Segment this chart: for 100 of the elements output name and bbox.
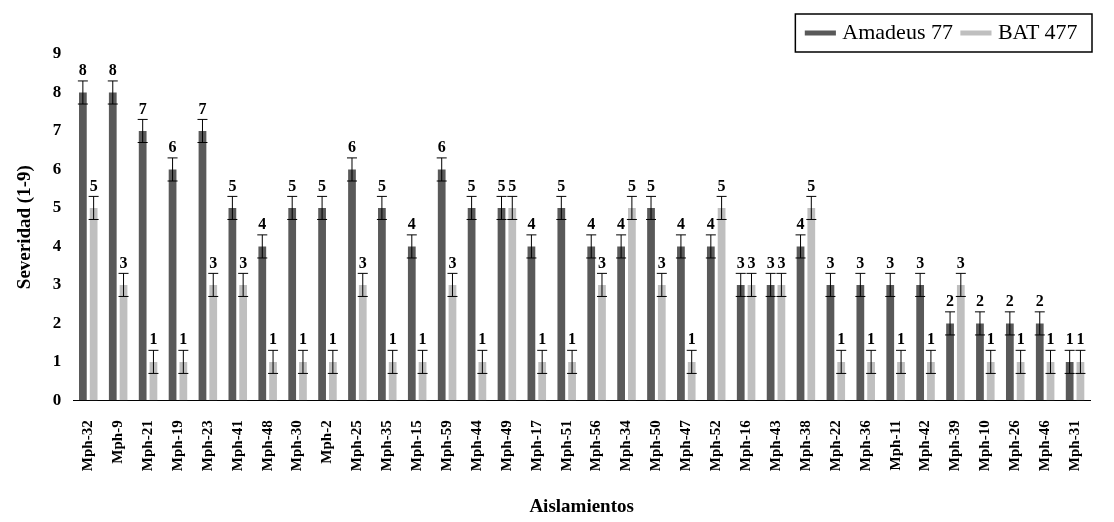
x-tick-label: Mph-46 <box>1036 419 1053 472</box>
bar <box>647 207 655 401</box>
data-label: 1 <box>328 330 337 348</box>
data-label: 2 <box>946 291 955 309</box>
bar <box>867 361 875 401</box>
bar <box>288 207 297 401</box>
data-label: 3 <box>747 253 756 271</box>
data-label: 3 <box>358 253 367 271</box>
x-tick-label: Mph-17 <box>527 419 544 472</box>
bar <box>1065 361 1074 401</box>
data-label: 3 <box>777 253 786 271</box>
bar <box>437 169 446 401</box>
data-label: 4 <box>587 215 596 233</box>
bar <box>956 284 965 401</box>
data-label: 5 <box>497 176 506 194</box>
bar <box>706 246 715 401</box>
y-tick-label: 5 <box>52 197 62 217</box>
data-label: 6 <box>348 138 356 156</box>
x-tick-label: Mph-41 <box>228 420 245 472</box>
data-label: 7 <box>198 99 207 117</box>
bar <box>897 361 905 401</box>
data-label: 1 <box>1016 330 1025 348</box>
data-label: 3 <box>956 253 965 271</box>
x-tick-label: Mph-34 <box>617 419 634 472</box>
bar <box>358 284 367 401</box>
bar <box>299 361 307 401</box>
data-label: 1 <box>478 330 487 348</box>
data-label: 5 <box>557 176 566 194</box>
bar <box>239 284 248 401</box>
bar <box>807 207 816 401</box>
x-tick-label: Mph-50 <box>647 420 664 472</box>
data-label: 5 <box>318 176 327 194</box>
data-label: 1 <box>269 330 278 348</box>
bar <box>378 207 386 401</box>
x-tick-label: Mph-26 <box>1006 419 1023 472</box>
bar <box>538 361 547 401</box>
data-label: 1 <box>986 330 995 348</box>
x-tick-label: Mph-23 <box>198 420 215 472</box>
data-label: 1 <box>687 330 696 348</box>
x-tick-label: Mph-52 <box>707 420 724 472</box>
x-tick-label: Mph-47 <box>677 419 694 472</box>
y-tick-label: 3 <box>52 274 62 294</box>
data-label: 5 <box>717 176 726 194</box>
data-label: 1 <box>149 330 158 348</box>
x-tick-label: Mph-44 <box>467 419 484 472</box>
data-label: 1 <box>867 330 876 348</box>
x-tick-label: Mph-9 <box>109 420 126 464</box>
bar <box>736 284 745 401</box>
data-label: 3 <box>597 253 606 271</box>
x-tick-label: Mph-25 <box>348 420 365 472</box>
bar <box>478 361 487 401</box>
data-label: 4 <box>258 215 267 233</box>
data-label: 6 <box>168 138 177 156</box>
x-tick-label: Mph-51 <box>557 420 574 472</box>
y-tick-label: 2 <box>52 312 62 332</box>
x-tick-label: Mph-35 <box>378 420 395 472</box>
y-tick-label: 9 <box>52 43 62 63</box>
data-label: 8 <box>78 61 87 79</box>
bar <box>508 207 517 401</box>
x-tick-label: Mph-15 <box>408 420 425 472</box>
bar <box>687 361 696 401</box>
data-label: 3 <box>766 253 775 271</box>
data-label: 8 <box>108 61 117 79</box>
data-label: 4 <box>527 215 536 233</box>
x-tick-label: Mph-36 <box>856 419 873 472</box>
y-tick-label: 1 <box>52 351 62 371</box>
data-label: 1 <box>179 330 188 348</box>
data-label: 1 <box>926 330 935 348</box>
data-label: 3 <box>209 253 218 271</box>
bar <box>598 284 606 401</box>
data-label: 2 <box>1005 291 1014 309</box>
data-label: 3 <box>239 253 248 271</box>
data-label: 7 <box>138 99 147 117</box>
data-label: 1 <box>298 330 307 348</box>
data-label: 5 <box>467 176 476 194</box>
bar <box>766 284 775 401</box>
x-tick-label: Mph-59 <box>437 420 454 472</box>
legend-label: Amadeus 77 <box>842 18 953 44</box>
bar <box>269 361 277 401</box>
data-label: 1 <box>538 330 547 348</box>
bar <box>348 169 356 401</box>
data-label: 3 <box>886 253 895 271</box>
bar <box>1035 323 1044 401</box>
data-label: 1 <box>1076 330 1085 348</box>
bar <box>209 284 218 401</box>
x-tick-label: Mph-32 <box>79 420 96 472</box>
data-label: 4 <box>706 215 715 233</box>
x-tick-label: Mph-48 <box>258 420 275 472</box>
bar <box>587 246 596 401</box>
data-label: 3 <box>856 253 865 271</box>
data-label: 1 <box>1065 330 1074 348</box>
x-tick-label: Mph-56 <box>587 419 604 472</box>
data-label: 1 <box>837 330 846 348</box>
bar <box>837 361 846 401</box>
bar <box>318 207 326 401</box>
bar <box>628 207 636 401</box>
bar <box>617 246 625 401</box>
data-label: 2 <box>975 291 984 309</box>
data-label: 5 <box>228 176 237 194</box>
x-tick-label: Mph-42 <box>916 420 933 472</box>
